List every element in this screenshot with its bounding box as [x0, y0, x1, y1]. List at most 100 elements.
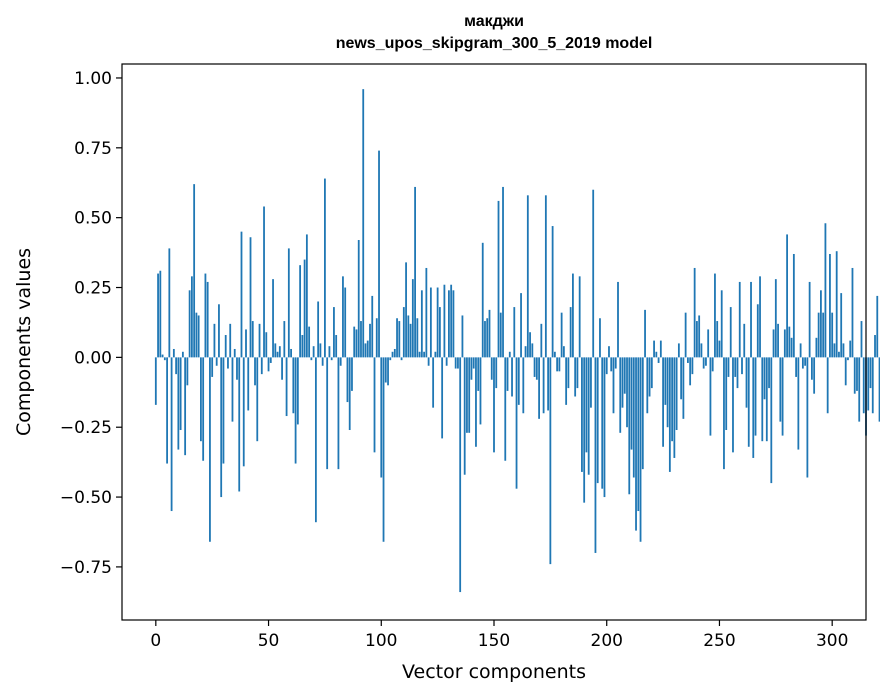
bar: [578, 276, 581, 358]
bar: [373, 357, 376, 453]
bar: [808, 281, 811, 358]
bar: [664, 357, 667, 405]
bar: [240, 231, 243, 358]
bar: [540, 323, 543, 358]
bar: [871, 357, 874, 414]
bar: [804, 357, 807, 366]
bar: [197, 315, 200, 358]
bar: [632, 357, 635, 478]
bar: [497, 200, 500, 358]
bar: [466, 357, 468, 433]
bar: [206, 281, 209, 358]
bar: [718, 340, 721, 358]
bar: [583, 357, 586, 503]
bar: [691, 357, 694, 375]
bar: [572, 273, 574, 358]
bar: [840, 293, 843, 358]
bar: [411, 279, 414, 358]
bar: [333, 307, 335, 358]
bar: [736, 357, 739, 389]
bar: [475, 357, 477, 447]
bar: [308, 326, 311, 358]
bar: [738, 281, 741, 358]
bar: [490, 357, 493, 380]
bar: [157, 273, 159, 358]
bar: [272, 279, 274, 358]
bar: [269, 357, 272, 363]
bar: [355, 329, 358, 358]
bar: [522, 357, 525, 414]
bar: [628, 357, 631, 495]
plot-frame: [121, 63, 867, 621]
bar: [310, 357, 313, 361]
bar: [391, 351, 394, 358]
bar: [175, 357, 178, 375]
bar: [574, 357, 577, 397]
x-tick-label: 0: [150, 631, 161, 651]
bar: [538, 357, 540, 419]
bar: [400, 357, 403, 361]
bar: [371, 295, 374, 358]
bar: [319, 343, 322, 358]
bar: [393, 348, 396, 358]
bar: [853, 357, 856, 394]
bar: [869, 357, 872, 389]
x-axis-label: Vector components: [402, 661, 586, 683]
bar: [188, 290, 191, 358]
y-axis-ticks: −0.75 −0.50 −0.25 0.00 0.25 0.50 0.75 1.00: [60, 69, 122, 578]
bar: [233, 348, 236, 358]
bar: [806, 357, 809, 478]
bar: [856, 357, 858, 391]
bar: [637, 357, 640, 512]
bar: [603, 357, 606, 498]
bar: [696, 321, 698, 358]
bar: [835, 251, 838, 358]
bar: [179, 357, 182, 431]
bar: [815, 337, 818, 358]
bar: [677, 343, 680, 358]
bar: [265, 332, 268, 358]
x-tick-label: 100: [365, 631, 397, 651]
chart-subtitle: news_upos_skipgram_300_5_2019 model: [335, 35, 653, 52]
bar: [321, 357, 324, 366]
bar: [569, 307, 572, 358]
bar: [468, 357, 471, 433]
bar: [605, 357, 608, 375]
bar: [427, 357, 430, 366]
bar: [438, 307, 441, 358]
bar: [414, 186, 416, 358]
bar: [495, 357, 498, 389]
bar: [366, 340, 369, 358]
bar: [648, 357, 651, 397]
bar: [283, 321, 286, 358]
bar: [177, 357, 180, 450]
bar: [860, 321, 863, 358]
bar: [499, 312, 502, 358]
bar: [756, 304, 759, 358]
bar: [729, 307, 732, 358]
bar: [303, 259, 306, 358]
bar: [596, 357, 599, 484]
bar: [714, 273, 716, 358]
bar: [278, 346, 281, 358]
bar: [813, 357, 816, 394]
y-tick-label: 0.50: [74, 209, 112, 229]
bar: [229, 323, 232, 358]
bar: [330, 357, 333, 361]
bar: [826, 357, 829, 414]
bar: [795, 357, 798, 377]
bar: [218, 304, 220, 358]
bar: [585, 357, 588, 453]
bar: [402, 307, 405, 358]
bar: [344, 287, 347, 358]
bar: [463, 357, 466, 475]
bar: [549, 357, 552, 565]
bar: [686, 357, 689, 363]
bar: [436, 287, 439, 358]
bar: [378, 150, 380, 358]
bar: [711, 357, 714, 372]
bar: [434, 351, 437, 358]
bar: [858, 357, 861, 422]
bar: [763, 357, 766, 400]
bar: [202, 357, 205, 461]
